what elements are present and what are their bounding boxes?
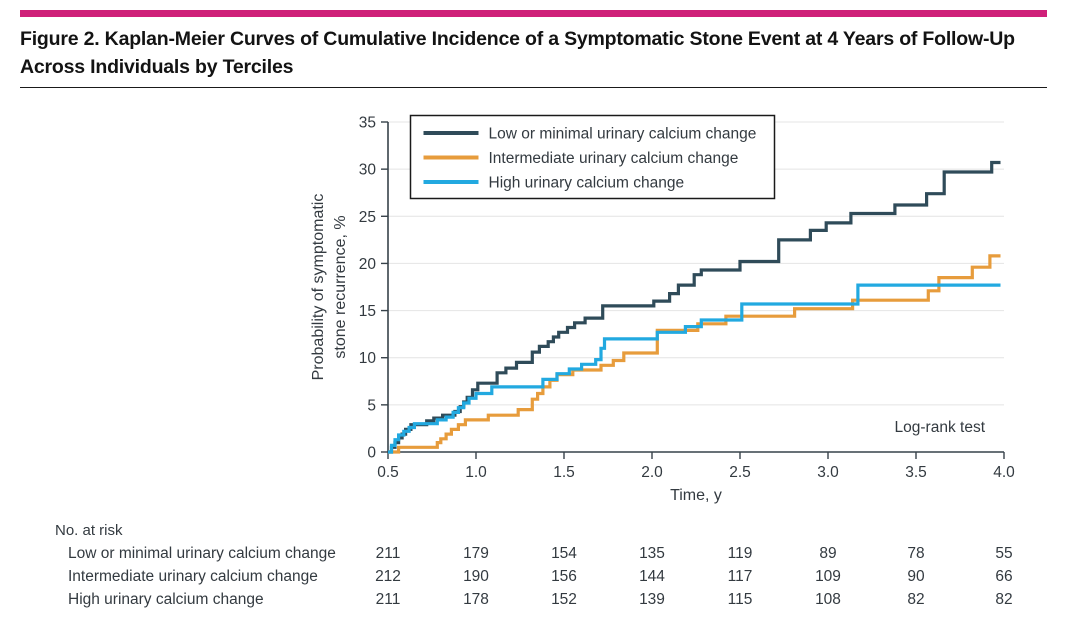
risk-count: 115 bbox=[728, 591, 753, 608]
risk-count: 82 bbox=[995, 591, 1012, 608]
x-tick-label: 1.0 bbox=[465, 464, 487, 481]
y-tick-label: 5 bbox=[367, 397, 376, 414]
x-tick-label: 0.5 bbox=[377, 464, 399, 481]
y-tick-label: 15 bbox=[359, 303, 376, 320]
legend-label: High urinary calcium change bbox=[489, 175, 685, 192]
y-tick-label: 20 bbox=[359, 256, 377, 273]
risk-count: 66 bbox=[995, 568, 1012, 585]
risk-count: 156 bbox=[551, 568, 577, 585]
figure-title: Figure 2. Kaplan-Meier Curves of Cumulat… bbox=[20, 28, 1015, 78]
risk-count: 109 bbox=[815, 568, 841, 585]
risk-count: 152 bbox=[551, 591, 577, 608]
risk-row-label: High urinary calcium change bbox=[68, 591, 264, 608]
x-tick-label: 3.0 bbox=[817, 464, 839, 481]
y-axis-title-line1: Probability of symptomatic bbox=[310, 194, 327, 381]
risk-count: 89 bbox=[819, 545, 836, 562]
risk-count: 211 bbox=[376, 545, 401, 562]
risk-count: 179 bbox=[463, 545, 489, 562]
y-tick-label: 10 bbox=[359, 350, 377, 367]
y-tick-label: 25 bbox=[359, 209, 376, 226]
risk-count: 119 bbox=[728, 545, 753, 562]
accent-bar bbox=[20, 10, 1047, 17]
risk-count: 82 bbox=[907, 591, 924, 608]
risk-count: 154 bbox=[551, 545, 577, 562]
y-tick-label: 30 bbox=[359, 162, 377, 179]
risk-count: 212 bbox=[375, 568, 401, 585]
x-tick-label: 4.0 bbox=[993, 464, 1015, 481]
legend-label: Low or minimal urinary calcium change bbox=[489, 126, 757, 143]
x-axis-title: Time, y bbox=[670, 487, 722, 504]
km-curve bbox=[388, 160, 1001, 454]
risk-count: 178 bbox=[463, 591, 489, 608]
km-curve bbox=[388, 283, 1001, 454]
log-rank-annotation: Log-rank test bbox=[895, 419, 986, 436]
x-tick-label: 2.0 bbox=[641, 464, 663, 481]
risk-count: 117 bbox=[728, 568, 753, 585]
y-tick-label: 0 bbox=[367, 445, 376, 462]
risk-count: 108 bbox=[815, 591, 841, 608]
x-tick-label: 1.5 bbox=[553, 464, 575, 481]
risk-count: 135 bbox=[639, 545, 665, 562]
risk-count: 139 bbox=[639, 591, 665, 608]
risk-count: 78 bbox=[907, 545, 924, 562]
risk-count: 190 bbox=[463, 568, 489, 585]
y-axis-title-line2: stone recurrence, % bbox=[332, 215, 349, 358]
risk-table-header: No. at risk bbox=[55, 522, 123, 539]
risk-count: 211 bbox=[376, 591, 401, 608]
x-tick-label: 2.5 bbox=[729, 464, 751, 481]
risk-row-label: Intermediate urinary calcium change bbox=[68, 568, 318, 585]
risk-row-label: Low or minimal urinary calcium change bbox=[68, 545, 336, 562]
y-tick-label: 35 bbox=[359, 115, 376, 132]
risk-count: 90 bbox=[907, 568, 925, 585]
x-tick-label: 3.5 bbox=[905, 464, 927, 481]
title-divider bbox=[20, 87, 1047, 88]
risk-count: 144 bbox=[639, 568, 665, 585]
legend-label: Intermediate urinary calcium change bbox=[489, 150, 739, 167]
risk-count: 55 bbox=[995, 545, 1012, 562]
